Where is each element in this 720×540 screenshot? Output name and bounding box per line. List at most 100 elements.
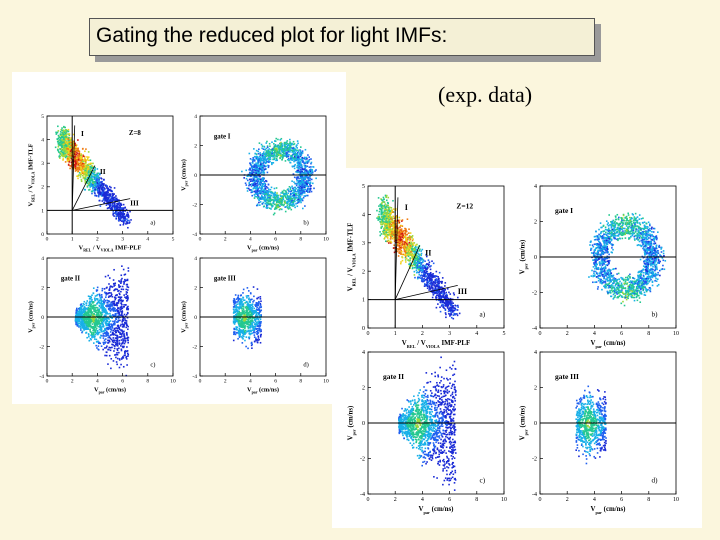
scatter-point (59, 155, 62, 158)
scatter-point (120, 305, 123, 308)
scatter-point (288, 195, 291, 197)
scatter-point (108, 335, 111, 337)
scatter-point (258, 312, 260, 314)
scatter-point (248, 175, 250, 177)
scatter-point (291, 150, 294, 152)
scatter-point (106, 345, 108, 348)
scatter-point (87, 171, 90, 174)
scatter-point (289, 141, 291, 143)
scatter-point (112, 314, 115, 317)
scatter-point (264, 200, 266, 203)
scatter-point (88, 295, 91, 298)
scatter-point (110, 323, 113, 326)
scatter-point (82, 322, 85, 325)
scatter-point (254, 193, 257, 195)
scatter-point (273, 208, 276, 210)
scatter-point (233, 331, 235, 333)
scatter-point (255, 338, 257, 341)
scatter-point (281, 149, 284, 151)
scatter-point (270, 203, 273, 205)
scatter-point (115, 199, 118, 202)
scatter-point (62, 130, 64, 133)
x-tick-label: 6 (274, 237, 277, 243)
scatter-point (61, 138, 63, 141)
scatter-point (120, 220, 123, 222)
scatter-point (80, 173, 82, 176)
scatter-point (250, 191, 253, 194)
scatter-point (97, 191, 99, 194)
scatter-point (101, 289, 104, 292)
scatter-point (80, 156, 83, 159)
scatter-point (285, 149, 287, 152)
scatter-point (113, 289, 115, 292)
scatter-point (105, 305, 107, 307)
scatter-point (257, 172, 260, 175)
scatter-point (295, 145, 298, 147)
scatter-point (82, 325, 85, 328)
scatter-point (92, 187, 94, 190)
scatter-point (255, 168, 257, 170)
scatter-point (98, 311, 100, 313)
scatter-point (102, 189, 104, 192)
scatter-point (116, 345, 119, 347)
scatter-point (118, 285, 120, 287)
scatter-point (96, 316, 99, 319)
scatter-point (293, 190, 296, 193)
scatter-point (127, 325, 129, 328)
scatter-point (307, 187, 310, 190)
scatter-point (271, 148, 274, 150)
scatter-point (116, 340, 119, 342)
scatter-point (88, 168, 91, 170)
scatter-point (83, 176, 85, 179)
scatter-point (299, 166, 301, 169)
scatter-point (249, 163, 252, 166)
scatter-point (249, 169, 252, 171)
scatter-point (64, 142, 67, 144)
scatter-point (115, 212, 118, 215)
scatter-point (123, 325, 125, 328)
scatter-point (101, 180, 103, 183)
scatter-point (257, 152, 260, 155)
scatter-point (76, 156, 79, 158)
x-axis-label: Vpar (cm/ns) (94, 386, 126, 394)
gate-line-II (71, 165, 96, 211)
scatter-point (291, 185, 293, 188)
scatter-point (58, 141, 61, 144)
scatter-point (90, 178, 93, 180)
scatter-point (90, 162, 93, 165)
scatter-point (111, 204, 113, 207)
scatter-point (303, 165, 306, 167)
scatter-point (109, 309, 111, 311)
scatter-point (307, 180, 309, 183)
scatter-point (287, 150, 289, 153)
scatter-point (294, 151, 297, 154)
scatter-point (112, 323, 115, 326)
scatter-point (303, 170, 306, 172)
scatter-point (81, 312, 83, 314)
scatter-point (128, 221, 131, 224)
scatter-point (88, 321, 91, 324)
scatter-point (266, 196, 269, 199)
scatter-point (80, 155, 83, 158)
scatter-point (298, 177, 300, 180)
scatter-point (261, 169, 263, 172)
scatter-point (118, 218, 121, 221)
scatter-point (120, 302, 123, 305)
scatter-point (256, 182, 259, 185)
scatter-point (79, 306, 82, 309)
scatter-point (267, 164, 269, 167)
scatter-point (85, 170, 87, 173)
x-axis-label: VREL / VVIOLA IMF-PLF (79, 244, 142, 252)
scatter-point (264, 182, 266, 185)
scatter-point (127, 297, 129, 299)
scatter-point (120, 343, 123, 345)
scatter-point (295, 177, 298, 179)
panel-tag: b) (303, 220, 309, 227)
scatter-point (91, 298, 93, 301)
scatter-point (123, 336, 126, 338)
scatter-point (73, 165, 76, 168)
scatter-point (277, 200, 279, 203)
scatter-point (306, 181, 308, 184)
scatter-point (279, 205, 281, 207)
scatter-point (106, 304, 109, 306)
